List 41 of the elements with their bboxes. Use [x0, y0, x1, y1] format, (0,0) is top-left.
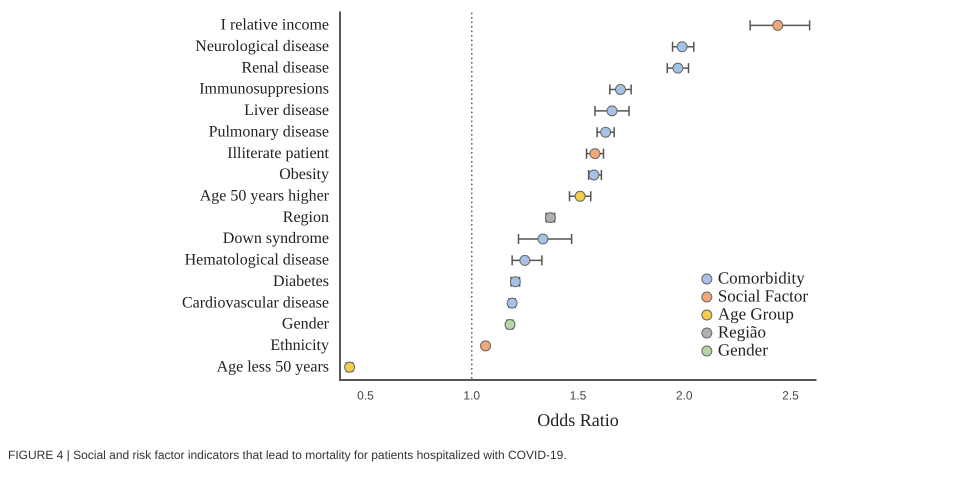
x-axis-title: Odds Ratio [537, 410, 619, 430]
y-tick-label: Neurological disease [195, 38, 329, 55]
y-tick-label: Hematological disease [184, 252, 329, 269]
point [574, 190, 586, 202]
y-tick-label: Pulmonary disease [208, 123, 329, 140]
point [600, 126, 612, 138]
y-tick-label: Immunosuppresions [199, 80, 329, 98]
point [606, 105, 618, 116]
x-tick-label: 0.5 [357, 388, 374, 403]
point [537, 234, 548, 245]
y-tick-label: Illiterate patient [227, 144, 330, 162]
legend-label: Gender [718, 340, 768, 360]
legend-label: Age Group [718, 304, 794, 324]
y-tick-label: I relative income [220, 16, 329, 34]
point [676, 41, 688, 52]
point [590, 148, 600, 160]
point [615, 84, 626, 95]
y-tick-label: Down syndrome [222, 230, 329, 248]
y-tick-label: Ethnicity [270, 337, 329, 354]
caption: FIGURE 4 | Social and risk factor indicators that lead to mortality for patients hospitalized with COVID-19. [8, 448, 568, 462]
y-tick-label: Age less 50 years [216, 358, 329, 376]
y-tick-label: Age 50 years higher [200, 188, 330, 205]
point [672, 62, 684, 74]
legend-label: Social Factor [718, 286, 808, 306]
point [519, 254, 530, 266]
y-tick-label: Region [282, 208, 329, 226]
y-tick-label: Diabetes [273, 272, 329, 290]
legend-label: Região [718, 322, 766, 342]
point [772, 20, 784, 31]
y-tick-label: Renal disease [241, 59, 329, 76]
x-tick-label: 1.0 [463, 388, 480, 403]
y-tick-label: Liver disease [244, 102, 329, 120]
y-tick-label: Gender [282, 316, 330, 333]
point [480, 340, 492, 352]
x-tick-label: 2.5 [782, 388, 800, 403]
point [588, 169, 600, 180]
x-tick-label: 1.5 [570, 388, 587, 403]
y-tick-label: Obesity [279, 166, 329, 184]
x-tick-label: 2.0 [676, 388, 693, 403]
y-tick-label: Cardiovascular disease [182, 294, 329, 312]
legend-label: Comorbidity [718, 268, 806, 288]
